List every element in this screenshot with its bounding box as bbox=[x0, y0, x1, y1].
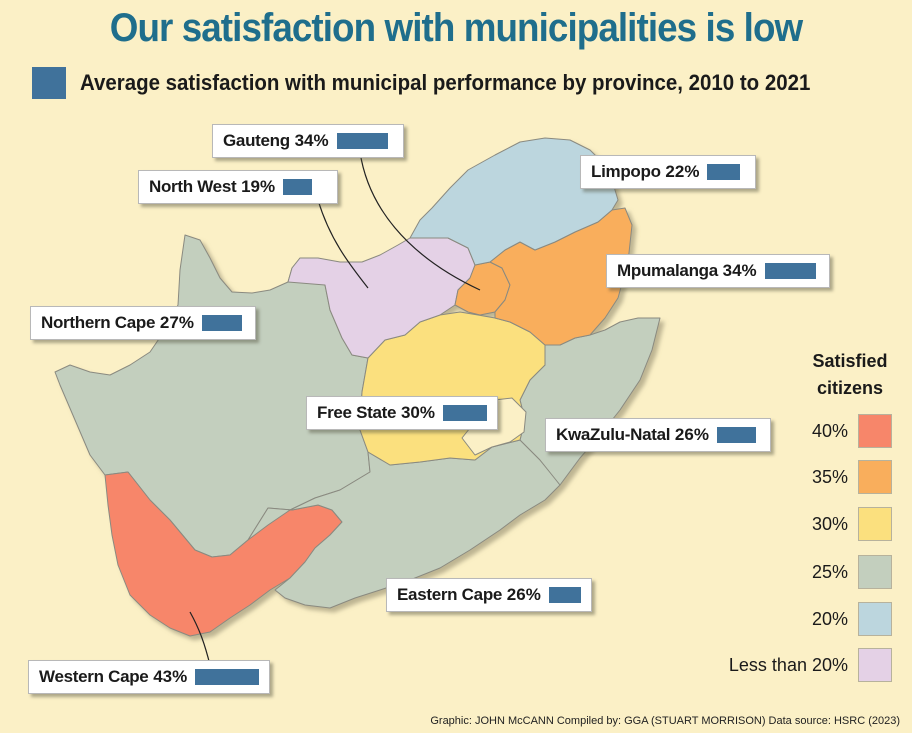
value-bar bbox=[195, 669, 259, 685]
legend-swatch bbox=[858, 414, 892, 448]
legend-label: 35% bbox=[811, 466, 848, 487]
legend-swatch bbox=[858, 507, 892, 541]
value-bar bbox=[442, 405, 487, 421]
subtitle-row: Average satisfaction with municipal perf… bbox=[32, 66, 865, 100]
province-value: 27% bbox=[159, 313, 194, 332]
province-name: KwaZulu-Natal bbox=[556, 425, 671, 444]
province-name: North West bbox=[149, 177, 237, 196]
value-bar bbox=[716, 427, 756, 443]
province-name: Northern Cape bbox=[41, 313, 156, 332]
province-value: 19% bbox=[241, 177, 276, 196]
legend-swatch bbox=[858, 460, 892, 494]
province-value: 26% bbox=[506, 585, 541, 604]
legend-label: 30% bbox=[811, 513, 848, 534]
legend-item: 35% bbox=[812, 460, 892, 494]
legend-item: 25% bbox=[812, 555, 892, 589]
legend-label: 25% bbox=[811, 561, 848, 582]
credits: Graphic: JOHN McCANN Compiled by: GGA (S… bbox=[430, 715, 900, 727]
province-name: Limpopo bbox=[591, 162, 661, 181]
legend-item: Less than 20% bbox=[729, 648, 892, 682]
label-western-cape: Western Cape 43% bbox=[28, 660, 270, 694]
province-value: 30% bbox=[400, 403, 435, 422]
legend-label: Less than 20% bbox=[728, 654, 848, 675]
province-value: 34% bbox=[294, 131, 329, 150]
subtitle: Average satisfaction with municipal perf… bbox=[80, 70, 811, 95]
province-value: 26% bbox=[674, 425, 709, 444]
label-north-west: North West 19% bbox=[138, 170, 338, 204]
value-bar bbox=[336, 133, 388, 149]
province-value: 22% bbox=[665, 162, 700, 181]
province-value: 43% bbox=[153, 667, 188, 686]
value-bar bbox=[283, 179, 312, 195]
label-northern-cape: Northern Cape 27% bbox=[30, 306, 256, 340]
province-name: Western Cape bbox=[39, 667, 149, 686]
legend-label: 40% bbox=[811, 420, 848, 441]
subtitle-swatch bbox=[32, 67, 66, 99]
label-gauteng: Gauteng 34% bbox=[212, 124, 404, 158]
label-kwazulu-natal: KwaZulu-Natal 26% bbox=[545, 418, 771, 452]
label-free-state: Free State 30% bbox=[306, 396, 498, 430]
label-eastern-cape: Eastern Cape 26% bbox=[386, 578, 592, 612]
province-name: Free State bbox=[317, 403, 397, 422]
value-bar bbox=[548, 587, 581, 603]
province-value: 34% bbox=[722, 261, 757, 280]
province-limpopo[interactable] bbox=[409, 137, 619, 266]
province-name: Gauteng bbox=[223, 131, 290, 150]
legend-item: 40% bbox=[812, 414, 892, 448]
province-name: Eastern Cape bbox=[397, 585, 503, 604]
value-bar bbox=[201, 315, 243, 331]
legend-swatch bbox=[858, 648, 892, 682]
legend-swatch bbox=[858, 602, 892, 636]
label-mpumalanga: Mpumalanga 34% bbox=[606, 254, 830, 288]
label-limpopo: Limpopo 22% bbox=[580, 155, 756, 189]
value-bar bbox=[707, 164, 741, 180]
legend-title: Satisfied citizens bbox=[812, 351, 888, 398]
legend-item: 30% bbox=[812, 507, 892, 541]
page-title: Our satisfaction with municipalities is … bbox=[109, 6, 803, 50]
legend-item: 20% bbox=[812, 602, 892, 636]
legend-swatch bbox=[858, 555, 892, 589]
province-name: Mpumalanga bbox=[617, 261, 718, 280]
value-bar bbox=[764, 263, 816, 279]
legend-label: 20% bbox=[811, 608, 848, 629]
